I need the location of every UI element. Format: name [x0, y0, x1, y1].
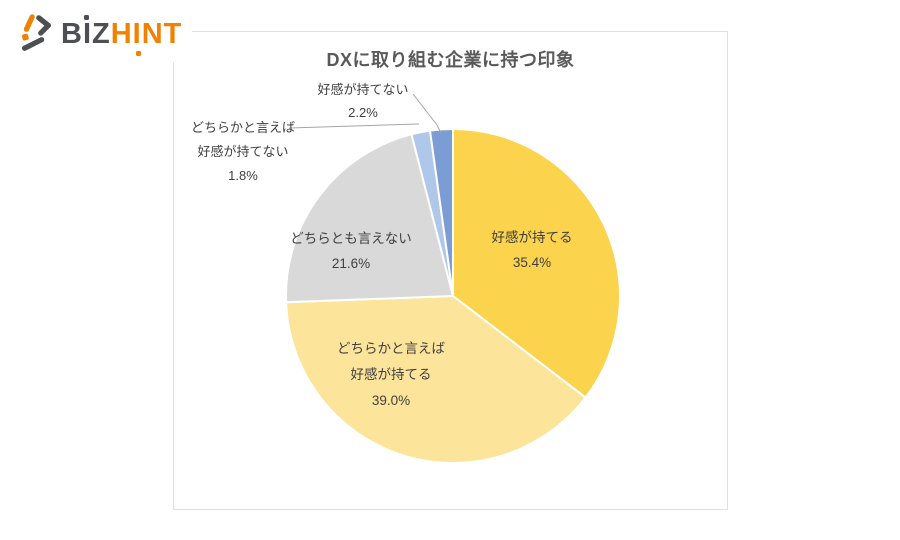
chart-title: DXに取り組む企業に持つ印象 — [326, 50, 575, 70]
label-neutral-name: どちらとも言えない — [290, 231, 412, 246]
label-positive-pct: 35.4% — [512, 255, 552, 270]
label-somewhat-positive-line2: 好感が持てる — [350, 367, 432, 382]
leader-line-somewhat-negative — [288, 123, 420, 129]
label-neutral: どちらとも言えない 21.6% — [271, 226, 431, 276]
label-somewhat-negative: どちらかと言えば 好感が持てない 1.8% — [178, 116, 308, 188]
logo-text-hint: HINT — [111, 19, 183, 56]
label-somewhat-negative-line1: どちらかと言えば — [190, 120, 295, 135]
pie-slice-4 — [428, 127, 454, 297]
bizhint-logo: BIZ HINT — [12, 6, 193, 62]
label-negative-pct: 2.2% — [348, 105, 378, 120]
biz-i-dot — [84, 14, 89, 20]
label-somewhat-positive: どちらかと言えば 好感が持てる 39.0% — [311, 336, 471, 414]
leader-line-negative — [412, 93, 442, 134]
leader-lines-group — [288, 93, 442, 134]
pie-slice-0 — [452, 128, 621, 399]
label-somewhat-positive-line1: どちらかと言えば — [337, 341, 445, 356]
bizhint-logo-text: BIZ HINT — [61, 14, 183, 56]
hint-i-dot — [135, 50, 141, 56]
label-somewhat-positive-pct: 39.0% — [371, 393, 411, 408]
chart-panel: DXに取り組む企業に持つ印象 好感が持てない 2.2% どちらかと言えば 好感が… — [173, 31, 728, 510]
bizhint-logo-icon — [16, 12, 54, 56]
pie-slice-2 — [285, 133, 454, 304]
label-somewhat-negative-pct: 1.8% — [228, 168, 258, 183]
pie-chart — [285, 93, 621, 464]
label-somewhat-negative-line2: 好感が持てない — [197, 144, 289, 159]
label-negative: 好感が持てない 2.2% — [303, 78, 423, 124]
label-positive-name: 好感が持てる — [491, 230, 573, 245]
label-negative-name: 好感が持てない — [317, 82, 409, 97]
label-positive: 好感が持てる 35.4% — [452, 225, 612, 275]
label-neutral-pct: 21.6% — [331, 256, 371, 271]
pie-slices-group — [285, 127, 621, 464]
pie-slice-1 — [285, 295, 587, 464]
logo-text-biz: BIZ — [61, 14, 111, 49]
